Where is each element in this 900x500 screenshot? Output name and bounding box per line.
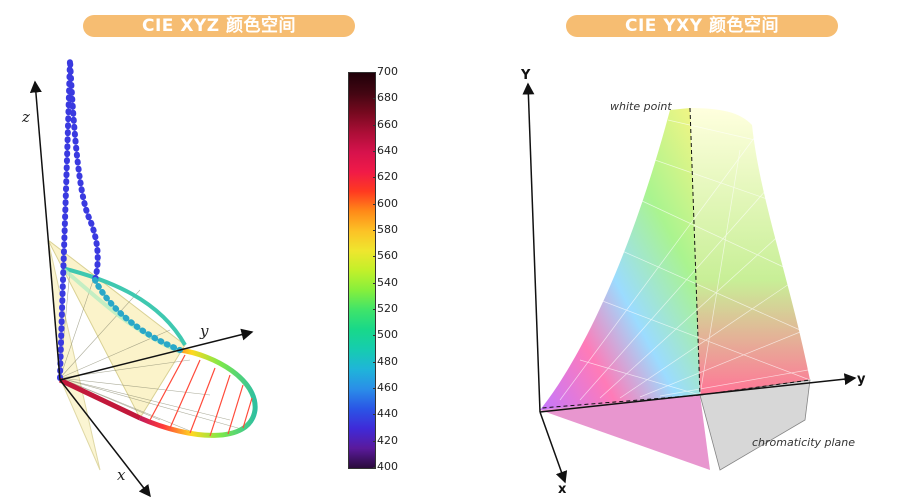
yxy-surface-front	[540, 395, 710, 470]
y-axis-label: y	[200, 322, 209, 340]
spectral-projection-inner	[60, 266, 181, 354]
colorbar-tick: 600	[373, 196, 398, 210]
chromaticity-plane-label: chromaticity plane	[752, 436, 856, 449]
colorbar-tick: 540	[373, 275, 398, 289]
x-axis-label-right: x	[558, 482, 567, 497]
y-axis-label-right: y	[857, 372, 866, 387]
colorbar-tick: 520	[373, 302, 398, 315]
colorbar-tick: 620	[373, 170, 398, 184]
z-axis	[29, 80, 61, 381]
wavelength-colorbar	[348, 72, 376, 469]
colorbar-tick: 460	[373, 381, 398, 394]
y-axis	[59, 328, 254, 381]
yxy-dashed-lines	[541, 107, 811, 409]
Y-axis	[522, 82, 541, 413]
x-axis-label: x	[117, 466, 126, 484]
colorbar-tick: 500	[373, 328, 398, 342]
colorbar-tick: 640	[373, 144, 398, 157]
y-axis-right	[539, 373, 857, 413]
left-title: CIE XYZ 颜色空间	[83, 15, 355, 37]
colorbar-tick: 580	[373, 223, 398, 236]
colorbar-tick: 680	[373, 91, 398, 105]
z-axis-label: z	[22, 108, 30, 126]
right-title: CIE YXY 颜色空间	[566, 15, 838, 37]
spectral-projection	[61, 266, 187, 346]
spectral-curve-dots-2	[92, 277, 183, 353]
spectral-curve-dots	[57, 59, 101, 381]
yxy-diagram	[522, 82, 857, 484]
yxy-surface-left	[540, 108, 700, 410]
white-point-label: white point	[610, 100, 672, 113]
colorbar-tick: 400	[373, 460, 398, 473]
colorbar-tick: 660	[373, 117, 398, 131]
yxy-wireframe	[559, 119, 811, 401]
colorbar-tick: 560	[373, 249, 398, 263]
yxy-base	[699, 379, 811, 471]
colorbar-tick: 440	[373, 407, 398, 421]
Y-axis-label: Y	[521, 68, 531, 83]
xyz-diagram	[29, 59, 258, 498]
colorbar-tick: 700	[373, 65, 398, 78]
colorbar-tick: 480	[373, 354, 398, 368]
x-axis-right	[539, 411, 568, 484]
spectral-locus-hatching	[149, 354, 253, 437]
red-edge	[58, 377, 142, 421]
colorbar-tick: 420	[373, 433, 398, 447]
spectral-locus-loop	[138, 347, 258, 438]
x-axis	[59, 379, 151, 498]
